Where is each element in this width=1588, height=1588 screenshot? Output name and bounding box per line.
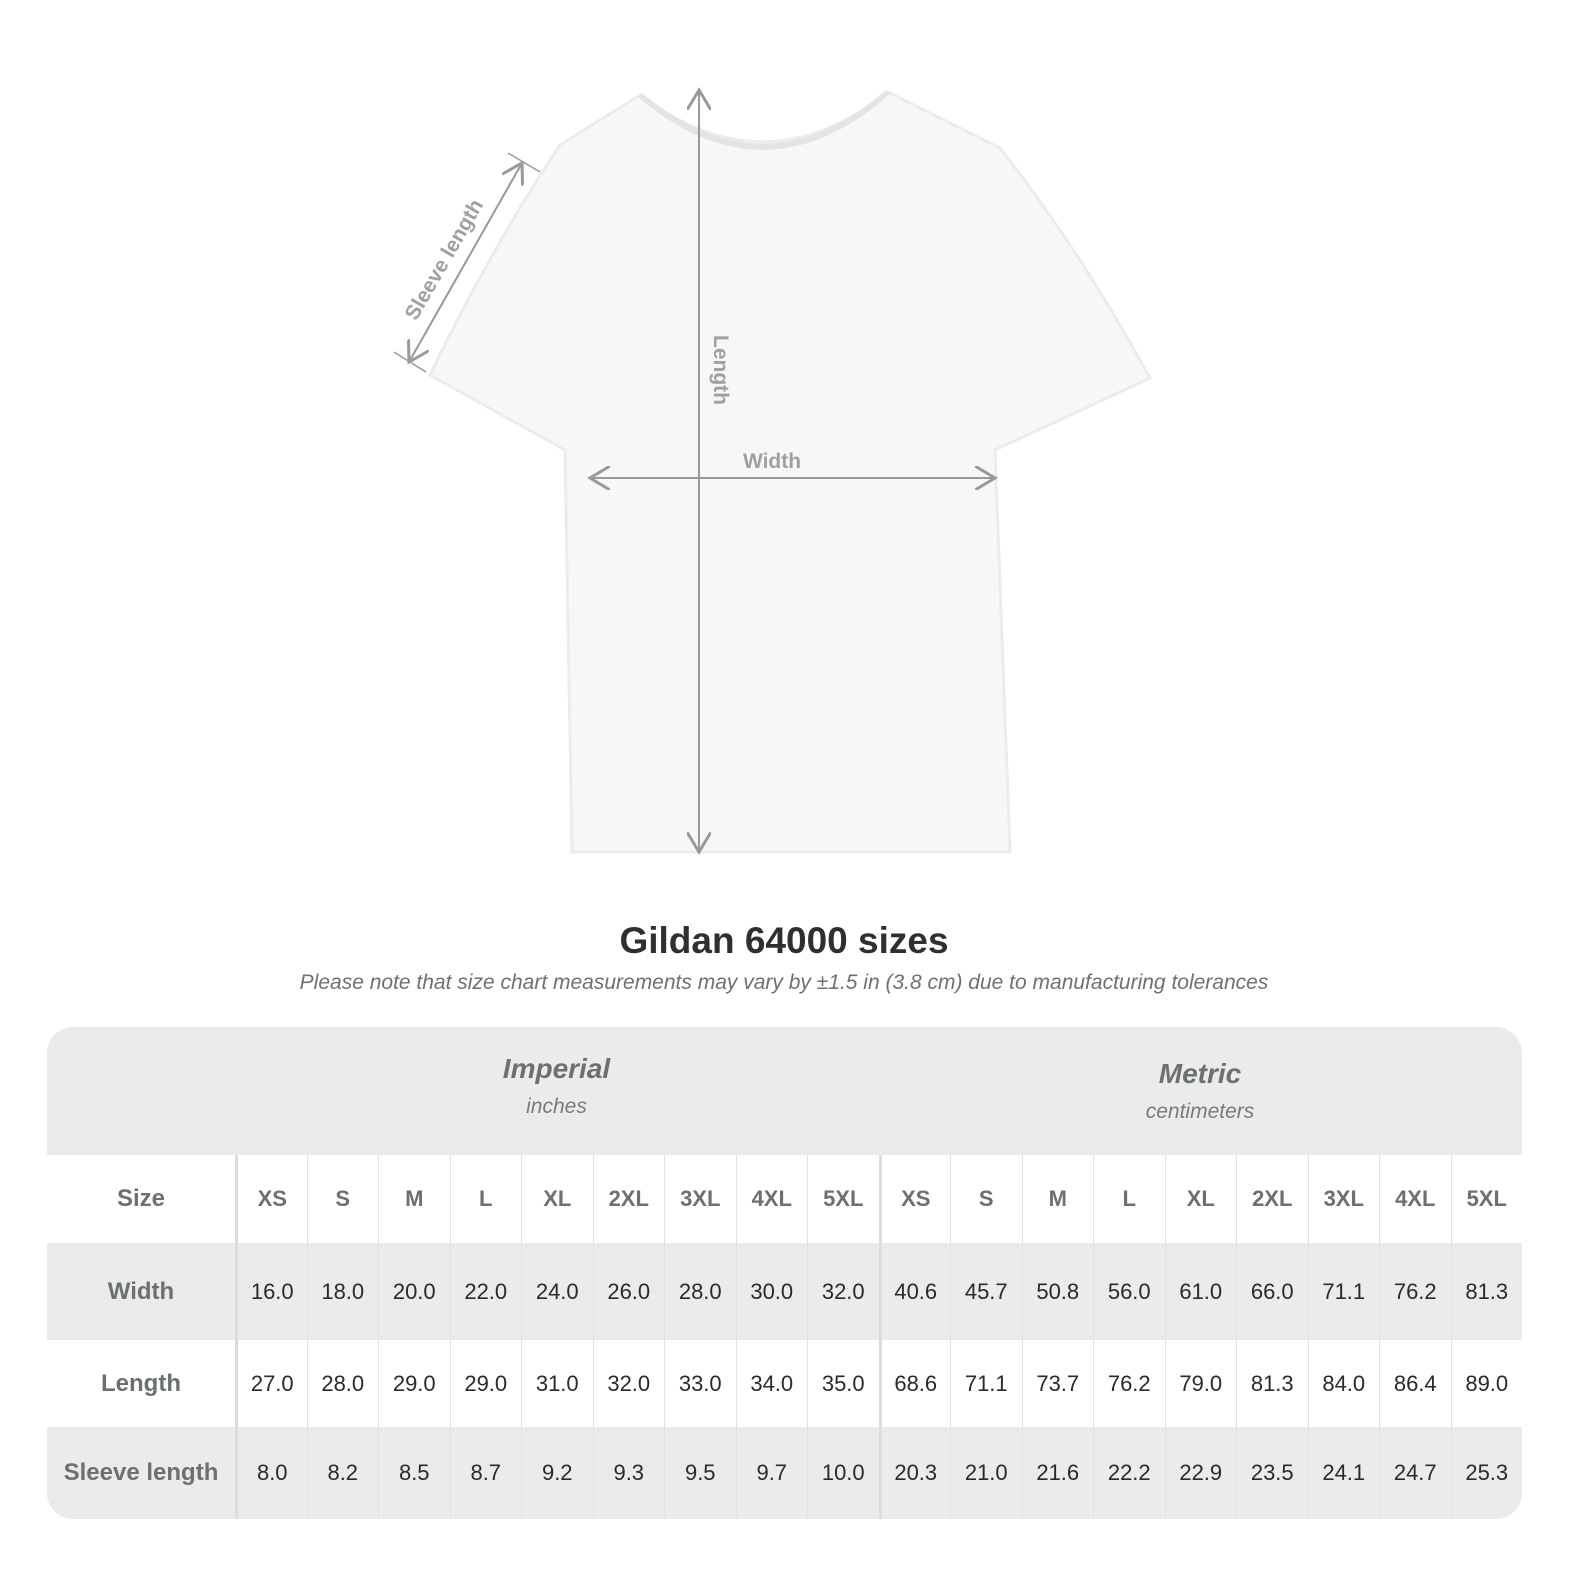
metric-value-cell: 81.3 [1450,1243,1523,1340]
imperial-value-cell: 29.0 [378,1340,450,1427]
tolerance-note: Please note that size chart measurements… [299,971,1269,994]
size-header-row: Size XS S M L XL 2XL 3XL 4XL 5XL XS S M L XL 2XL 3XL 4XL 5… [47,1155,1522,1243]
imperial-value-cell: 9.7 [735,1427,808,1519]
metric-value-cell: 24.7 [1379,1427,1451,1519]
metric-size-header: M [1021,1155,1094,1243]
imperial-value-cell: 31.0 [521,1340,593,1427]
metric-value-cell: 45.7 [950,1243,1022,1340]
row-label: Sleeve length [63,1459,219,1486]
row-label: Width [107,1277,175,1305]
metric-value-cell: 23.5 [1236,1427,1308,1519]
sleeve-arrow [409,163,522,362]
metric-value-cell: 76.2 [1093,1340,1165,1427]
metric-size-header: XL [1164,1155,1237,1243]
imperial-value-cell: 18.0 [306,1243,379,1340]
imperial-unit: inches [526,1095,587,1118]
metric-value-cell: 61.0 [1164,1243,1237,1340]
metric-size-header: XS [878,1155,951,1243]
metric-value-cell: 21.6 [1021,1427,1094,1519]
imperial-value-cell: 22.0 [449,1243,522,1340]
imperial-value-cell: 28.0 [664,1243,736,1340]
metric-unit: centimeters [1145,1100,1255,1123]
metric-value-cell: 76.2 [1379,1243,1451,1340]
metric-value-cell: 79.0 [1164,1340,1237,1427]
metric-value-cell: 24.1 [1307,1427,1380,1519]
imperial-value-cell: 9.3 [592,1427,665,1519]
metric-header: Metric centimeters [878,1027,1522,1155]
metric-value-cell: 21.0 [950,1427,1022,1519]
metric-value-cell: 81.3 [1236,1340,1308,1427]
imperial-value-cell: 32.0 [592,1340,665,1427]
table-row: Sleeve length 8.0 8.2 8.5 8.7 9.2 9.3 9.5 9.7 10.… [47,1427,1522,1519]
imperial-value-cell: 8.0 [235,1427,307,1519]
imperial-value-cell: 32.0 [807,1243,879,1340]
imperial-size-header: XL [521,1155,593,1243]
tshirt-diagram: Sleeve length Length Width [393,0,1153,900]
imperial-value-cell: 33.0 [664,1340,736,1427]
metric-size-header: 4XL [1379,1155,1451,1243]
metric-value-cell: 22.2 [1093,1427,1165,1519]
metric-size-header: S [950,1155,1022,1243]
metric-size-header: 2XL [1236,1155,1308,1243]
imperial-value-cell: 16.0 [235,1243,307,1340]
imperial-title: Imperial [502,1053,611,1084]
imperial-size-header: 4XL [735,1155,808,1243]
imperial-value-cell: 28.0 [306,1340,379,1427]
metric-value-cell: 71.1 [950,1340,1022,1427]
imperial-value-cell: 27.0 [235,1340,307,1427]
metric-size-header: 5XL [1450,1155,1523,1243]
metric-value-cell: 84.0 [1307,1340,1380,1427]
imperial-value-cell: 9.5 [664,1427,736,1519]
imperial-value-cell: 20.0 [378,1243,450,1340]
page-title: Gildan 64000 sizes [619,920,949,961]
metric-value-cell: 40.6 [878,1243,951,1340]
imperial-size-header: S [306,1155,379,1243]
row-label: Length [101,1369,181,1397]
imperial-value-cell: 35.0 [807,1340,879,1427]
imperial-value-cell: 9.2 [521,1427,593,1519]
metric-value-cell: 22.9 [1164,1427,1237,1519]
metric-size-header: L [1093,1155,1165,1243]
imperial-value-cell: 10.0 [807,1427,879,1519]
imperial-value-cell: 30.0 [735,1243,808,1340]
metric-value-cell: 56.0 [1093,1243,1165,1340]
imperial-value-cell: 26.0 [592,1243,665,1340]
imperial-value-cell: 8.2 [306,1427,379,1519]
metric-value-cell: 73.7 [1021,1340,1094,1427]
length-label: Length [709,335,732,405]
table-row: Width 16.0 18.0 20.0 22.0 24.0 26.0 28.0 30.0 32.… [47,1243,1522,1340]
width-label: Width [743,450,801,473]
table-row: Length 27.0 28.0 29.0 29.0 31.0 32.0 33.0 34.0 35… [47,1340,1522,1427]
metric-value-cell: 25.3 [1450,1427,1523,1519]
imperial-value-cell: 34.0 [735,1340,808,1427]
metric-value-cell: 89.0 [1450,1340,1523,1427]
metric-size-header: 3XL [1307,1155,1380,1243]
row-label: Size [116,1185,166,1212]
imperial-header: Imperial inches [235,1027,878,1155]
metric-value-cell: 20.3 [878,1427,951,1519]
imperial-size-header: 3XL [664,1155,736,1243]
imperial-value-cell: 8.5 [378,1427,450,1519]
imperial-size-header: 2XL [592,1155,665,1243]
imperial-size-header: M [378,1155,450,1243]
imperial-size-header: L [449,1155,522,1243]
metric-value-cell: 66.0 [1236,1243,1308,1340]
metric-value-cell: 71.1 [1307,1243,1380,1340]
metric-title: Metric [1158,1058,1242,1089]
metric-value-cell: 86.4 [1379,1340,1451,1427]
imperial-size-header: XS [235,1155,307,1243]
metric-value-cell: 68.6 [878,1340,951,1427]
imperial-value-cell: 8.7 [449,1427,522,1519]
imperial-value-cell: 24.0 [521,1243,593,1340]
metric-value-cell: 50.8 [1021,1243,1094,1340]
imperial-value-cell: 29.0 [449,1340,522,1427]
size-table: Imperial inches Metric centimeters Size X… [47,1027,1522,1519]
imperial-size-header: 5XL [807,1155,879,1243]
